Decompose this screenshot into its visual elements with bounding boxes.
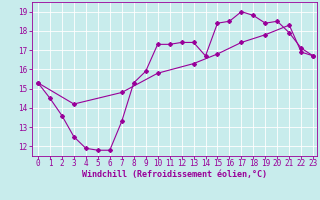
X-axis label: Windchill (Refroidissement éolien,°C): Windchill (Refroidissement éolien,°C): [82, 170, 267, 179]
